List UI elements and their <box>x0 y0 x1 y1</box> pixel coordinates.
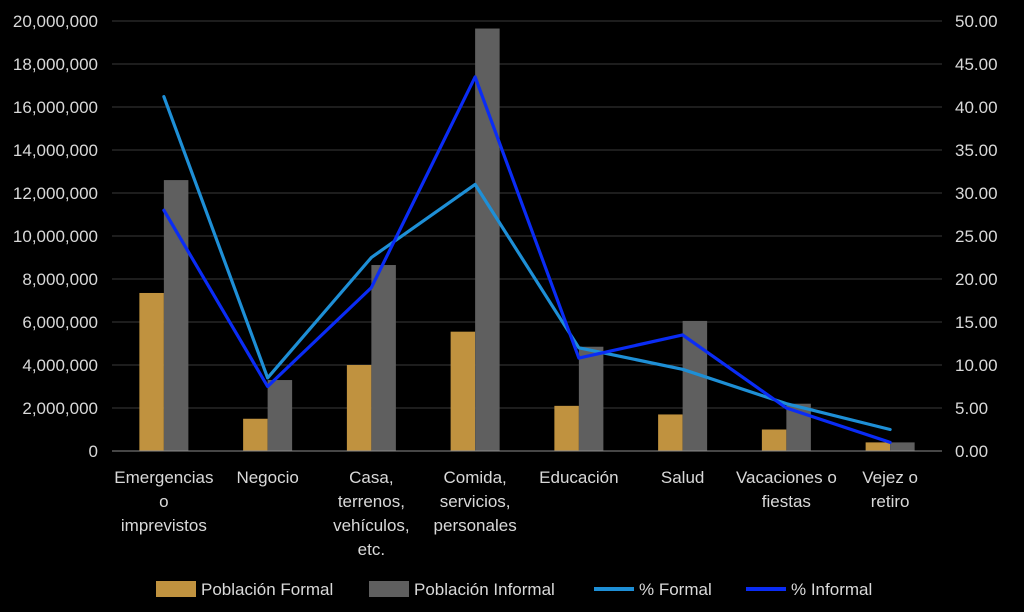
x-category-label: Vacaciones o fiestas <box>736 468 837 511</box>
x-category-label-line: vehículos, <box>333 516 410 535</box>
bar-poblacion-informal <box>371 265 396 451</box>
x-category-label-line: o <box>159 492 168 511</box>
y-right-tick-label: 25.00 <box>955 227 998 246</box>
x-category-label-line: servicios, <box>440 492 511 511</box>
x-category-label-line: Vacaciones o <box>736 468 837 487</box>
bar-poblacion-informal <box>682 320 708 451</box>
bar-poblacion-formal <box>865 442 891 451</box>
x-category-label-line: Emergencias <box>114 468 213 487</box>
x-category-label-line: Comida, <box>443 468 506 487</box>
y-left-tick-label: 4,000,000 <box>22 356 98 375</box>
x-category-label: Emergencias o imprevistos <box>114 468 213 535</box>
y-right-tick-label: 15.00 <box>955 313 998 332</box>
line-series <box>162 75 892 444</box>
y-left-tick-label: 12,000,000 <box>13 184 98 203</box>
y-left-tick-label: 10,000,000 <box>13 227 98 246</box>
y-right-tick-label: 20.00 <box>955 270 998 289</box>
y-right-tick-label: 35.00 <box>955 141 998 160</box>
x-category-label: Salud <box>661 468 704 487</box>
bar-series <box>139 28 915 452</box>
bar-poblacion-formal <box>139 292 164 451</box>
legend-label: % Formal <box>639 580 712 599</box>
legend-label: % Informal <box>791 580 872 599</box>
x-category-label-line: Educación <box>539 468 618 487</box>
y-left-tick-label: 20,000,000 <box>13 12 98 31</box>
y-left-tick-label: 18,000,000 <box>13 55 98 74</box>
axes: 0 2,000,000 4,000,000 6,000,000 8,000,000 10,… <box>13 12 998 559</box>
bar-poblacion-formal <box>658 414 683 451</box>
line-pct-informal <box>162 75 892 444</box>
bar-poblacion-informal <box>267 380 293 451</box>
x-category-label-line: fiestas <box>762 492 811 511</box>
x-category-label-line: imprevistos <box>121 516 207 535</box>
bar-poblacion-formal <box>450 331 476 451</box>
bar-poblacion-formal <box>554 405 579 451</box>
x-category-label: Casa, terrenos, vehículos, etc. <box>333 468 410 559</box>
bar-poblacion-formal <box>761 429 787 451</box>
y-right-tick-label: 5.00 <box>955 399 988 418</box>
x-category-label-line: Casa, <box>349 468 393 487</box>
x-category-label-line: Vejez o <box>862 468 918 487</box>
x-category-label: Educación <box>539 468 618 487</box>
y-right-tick-label: 40.00 <box>955 98 998 117</box>
bar-poblacion-informal <box>163 180 189 451</box>
y-left-tick-label: 16,000,000 <box>13 98 98 117</box>
legend-swatch-poblacion-informal <box>369 581 409 597</box>
gridlines <box>112 20 942 409</box>
y-left-tick-label: 6,000,000 <box>22 313 98 332</box>
y-right-tick-label: 30.00 <box>955 184 998 203</box>
bar-poblacion-formal <box>346 365 372 451</box>
x-category-label-line: Negocio <box>236 468 298 487</box>
bar-poblacion-informal <box>475 28 500 452</box>
y-right-tick-label: 50.00 <box>955 12 998 31</box>
x-category-label-line: terrenos, <box>338 492 405 511</box>
x-category-label: Vejez o retiro <box>862 468 918 511</box>
legend: Población Formal Población Informal % Form… <box>156 580 872 599</box>
y-right-tick-label: 10.00 <box>955 356 998 375</box>
x-category-label-line: etc. <box>358 540 385 559</box>
y-left-tick-label: 8,000,000 <box>22 270 98 289</box>
line-pct-formal <box>162 95 892 432</box>
y-left-tick-label: 0 <box>89 442 98 461</box>
y-right-tick-label: 45.00 <box>955 55 998 74</box>
x-category-label-line: personales <box>434 516 517 535</box>
x-category-label-line: retiro <box>871 492 910 511</box>
y-right-tick-label: 0.00 <box>955 442 988 461</box>
bar-poblacion-formal <box>243 418 268 451</box>
legend-label: Población Informal <box>414 580 555 599</box>
bar-poblacion-informal <box>890 442 915 451</box>
x-category-label-line: Salud <box>661 468 704 487</box>
y-left-tick-label: 14,000,000 <box>13 141 98 160</box>
x-category-label: Negocio <box>236 468 298 487</box>
bar-poblacion-informal <box>578 346 604 451</box>
x-category-label: Comida, servicios, personales <box>434 468 517 535</box>
legend-swatch-poblacion-formal <box>156 581 196 597</box>
legend-label: Población Formal <box>201 580 333 599</box>
y-left-tick-label: 2,000,000 <box>22 399 98 418</box>
